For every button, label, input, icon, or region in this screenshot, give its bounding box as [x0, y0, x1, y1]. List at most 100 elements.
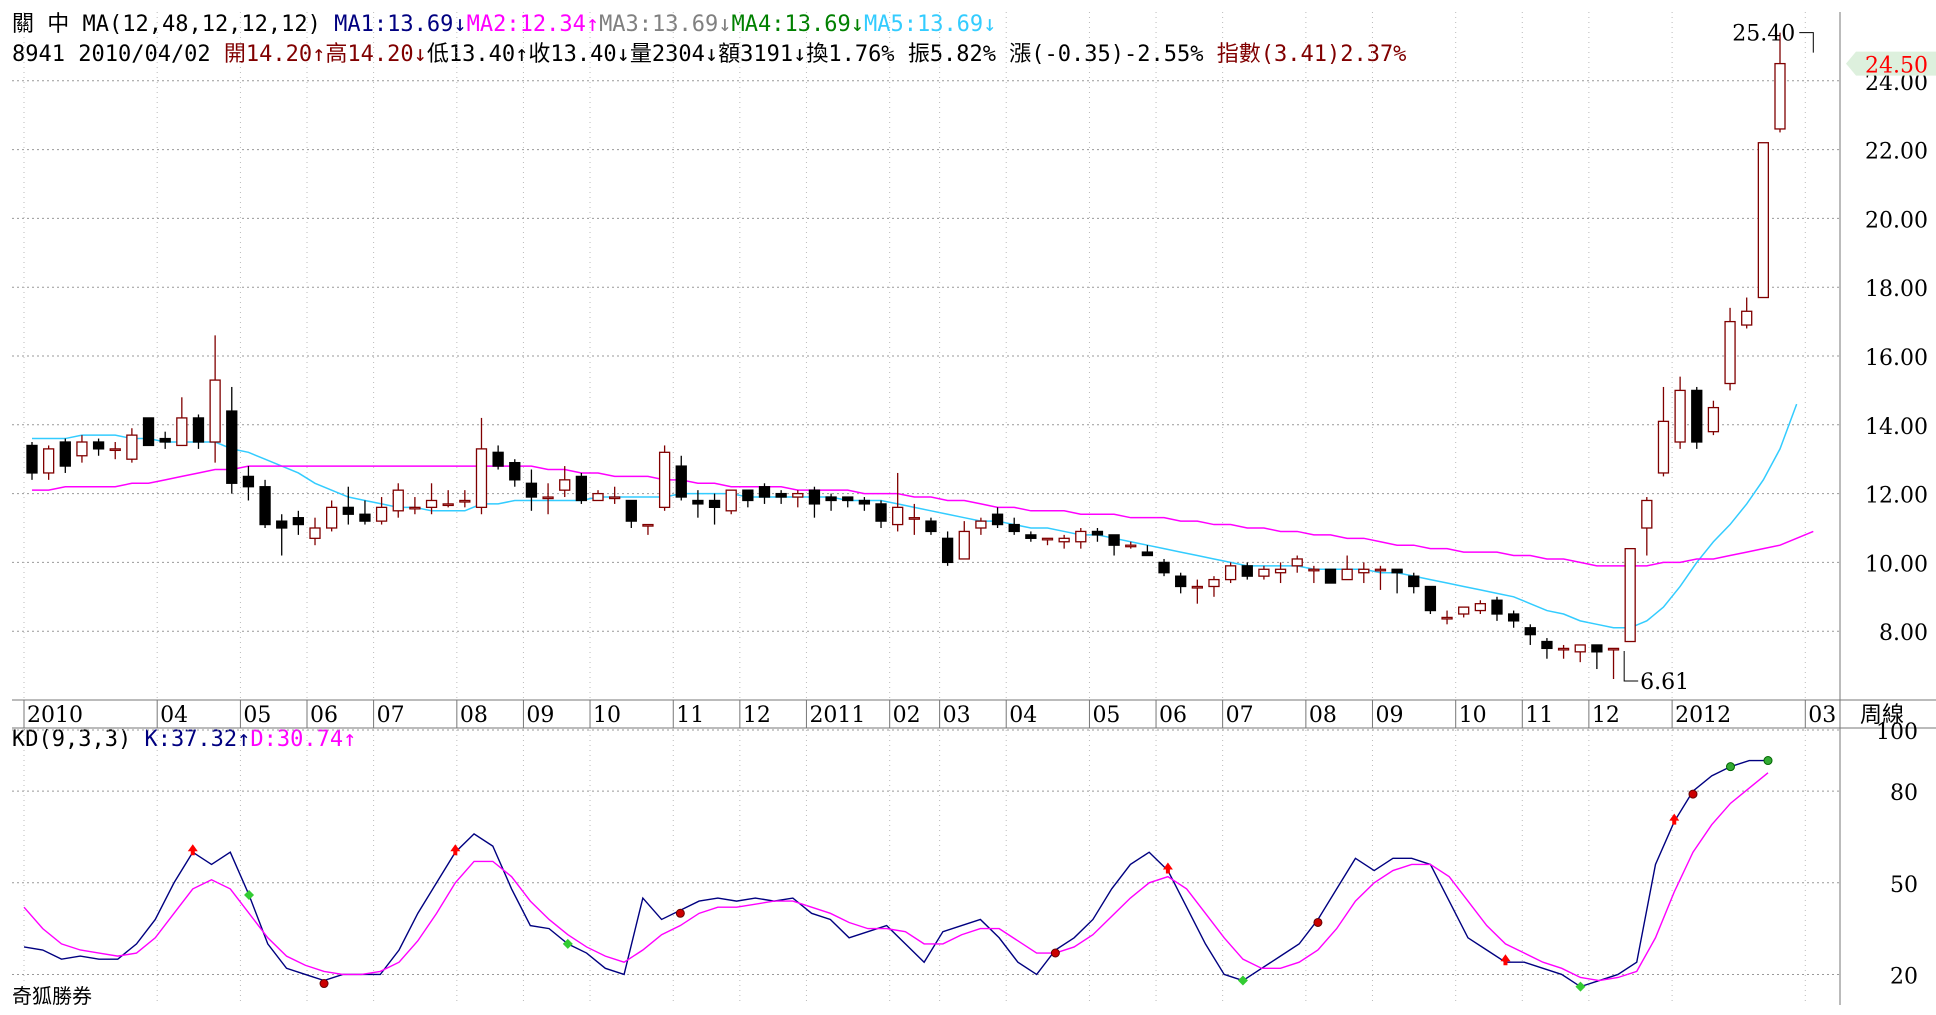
candle-body	[442, 503, 454, 507]
candle	[625, 499, 637, 528]
candle-body	[775, 492, 787, 498]
candle	[92, 438, 105, 456]
candle	[42, 445, 55, 480]
candle-body	[409, 506, 421, 510]
candle-body	[1441, 616, 1453, 620]
kd-sell-marker	[1575, 981, 1586, 992]
period-label: 周線	[1860, 703, 1904, 728]
candle-body	[76, 441, 88, 457]
candle	[1657, 386, 1670, 477]
candle	[609, 486, 621, 504]
candle	[1258, 565, 1270, 580]
candle	[525, 469, 538, 511]
candle-body	[176, 417, 188, 447]
candle-body	[1424, 585, 1437, 612]
candle	[475, 417, 488, 515]
x-tick-label: 05	[1092, 703, 1120, 728]
candle	[825, 493, 837, 511]
x-tick-label: 10	[1459, 703, 1487, 728]
candle	[842, 496, 854, 508]
x-tick-label: 07	[1226, 703, 1254, 728]
candle-body	[1108, 534, 1120, 546]
candle	[1058, 534, 1070, 549]
candle	[1008, 517, 1020, 535]
candle	[492, 445, 504, 470]
candle-body	[941, 537, 954, 564]
x-tick-label: 07	[377, 703, 405, 728]
candle	[1474, 600, 1486, 614]
candle	[742, 489, 754, 508]
kd-buy-arrow	[1669, 813, 1680, 825]
candle-body	[858, 499, 871, 505]
candle	[792, 490, 804, 508]
kd-buy-arrow	[450, 844, 461, 856]
candle-body	[1591, 644, 1603, 653]
kd-buy-arrow	[1500, 954, 1511, 966]
candle-body	[326, 506, 338, 529]
candle-body	[1241, 565, 1253, 577]
candle	[509, 459, 521, 487]
header.line2-segment: 額3191↓	[718, 42, 807, 67]
candle-body	[1324, 568, 1337, 584]
candle	[1358, 562, 1370, 584]
candle	[1541, 638, 1553, 659]
candle-body	[26, 444, 38, 474]
candle	[176, 397, 188, 447]
x-tick-label: 06	[1159, 703, 1187, 728]
candle	[1191, 579, 1203, 604]
candle	[1025, 531, 1037, 542]
kd-low-marker	[1313, 917, 1323, 927]
candle	[1458, 606, 1470, 618]
candle-body	[375, 506, 388, 522]
price-header: 關 中 MA(12,48,12,12,12) MA1:13.69↓MA2:12.…	[12, 6, 996, 38]
kd_header-segment: D:30.74↑	[250, 727, 357, 752]
candle	[159, 431, 171, 449]
price-tick-label: 18.00	[1865, 277, 1928, 302]
candle-body	[1341, 568, 1353, 581]
candle	[1424, 585, 1437, 614]
candle	[76, 435, 88, 463]
candle	[309, 517, 321, 546]
candle	[1125, 541, 1137, 549]
candle	[559, 466, 571, 498]
candle-body	[1291, 558, 1303, 567]
candle	[1591, 644, 1603, 670]
candle-body	[792, 492, 804, 498]
candle-body	[359, 513, 371, 522]
candle	[1274, 562, 1287, 584]
candle	[1224, 562, 1237, 584]
header.line2-segment: 收13.40↓	[528, 42, 630, 67]
kd-buy-arrow	[187, 844, 198, 856]
candle-body	[575, 475, 588, 502]
header.line1-segment: MA4:13.69↓	[731, 12, 864, 37]
candle-body	[1141, 551, 1154, 557]
x-tick-label: 05	[243, 703, 271, 728]
candle-body	[742, 489, 754, 502]
candle-body	[1274, 568, 1287, 574]
last-price-badge	[1846, 51, 1936, 76]
candle	[226, 386, 238, 494]
header.line1-segment: MA1:13.69↓	[334, 12, 467, 37]
price-tick-label: 12.00	[1865, 484, 1928, 509]
candle	[1707, 400, 1720, 436]
x-tick-label: 2012	[1675, 703, 1731, 728]
x-tick-label: 09	[1375, 703, 1403, 728]
candle	[242, 466, 255, 501]
candle-body	[392, 489, 404, 512]
candle	[109, 442, 121, 460]
candle-body	[842, 496, 854, 502]
header.line2-segment: 8941 2010/04/02	[12, 42, 224, 67]
candle	[908, 503, 920, 535]
candle	[575, 472, 588, 504]
x-tick-label: 04	[1009, 703, 1037, 728]
candle	[725, 489, 737, 515]
candle-body	[1491, 599, 1503, 615]
candle	[1507, 610, 1520, 628]
kd-sell-marker	[244, 890, 255, 900]
header.line1-segment: 關 中 MA(12,48,12,12,12)	[12, 12, 335, 37]
candle	[1624, 547, 1636, 643]
x-tick-label: 2011	[809, 703, 865, 728]
candle	[142, 417, 155, 447]
price-tick-label: 22.00	[1865, 140, 1928, 165]
candle-body	[159, 437, 171, 443]
